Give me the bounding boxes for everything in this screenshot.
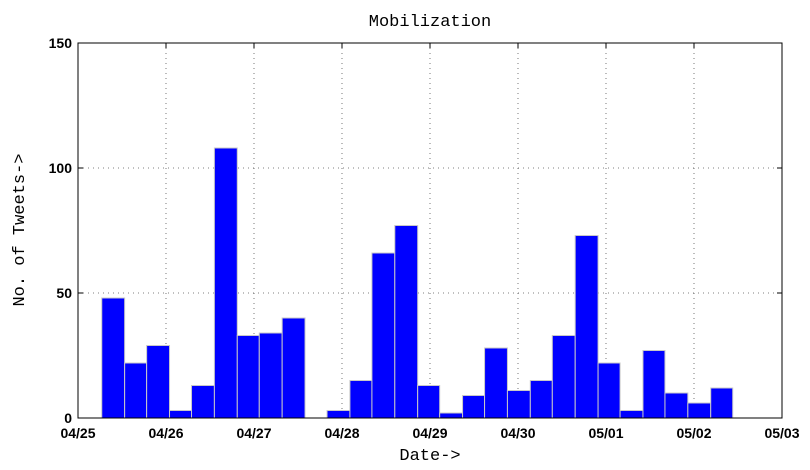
bar [574,235,599,419]
x-tick-label: 04/29 [412,425,447,441]
plot-frame [77,42,783,419]
bar [394,225,419,419]
bar [258,332,283,419]
y-tick-label: 100 [49,160,73,176]
x-tick-label: 04/28 [324,425,359,441]
bar [687,402,712,419]
y-tick-label: 150 [49,35,73,51]
x-tick-label: 05/02 [676,425,711,441]
bar [484,347,508,419]
bar [101,297,126,419]
x-tick-label: 05/03 [764,425,799,441]
chart-title: Mobilization [369,13,491,32]
bar [169,410,193,419]
bar [326,410,351,419]
bar [191,385,215,419]
bar [236,335,260,419]
bar [281,317,306,419]
x-tick-label: 04/30 [500,425,535,441]
bar [146,345,171,419]
bar [371,252,396,419]
y-tick-label: 50 [56,285,72,301]
bar [213,147,238,419]
bar [597,362,621,419]
bar [439,412,464,419]
bar [349,380,373,419]
x-tick-label: 04/26 [148,425,183,441]
bar [124,362,148,419]
x-axis-label: Date-> [399,447,460,466]
bar [462,395,486,419]
bar [710,387,734,419]
x-tick-label: 04/27 [236,425,271,441]
bar [551,335,576,419]
bar [664,392,689,419]
bar [506,390,531,419]
x-tick-label: 05/01 [588,425,623,441]
y-tick-label: 0 [64,410,72,426]
bar [642,350,666,419]
bar [529,380,553,419]
bar [417,385,441,419]
y-axis-label: No. of Tweets-> [11,153,30,306]
x-tick-label: 04/25 [60,425,95,441]
bar [619,410,644,419]
